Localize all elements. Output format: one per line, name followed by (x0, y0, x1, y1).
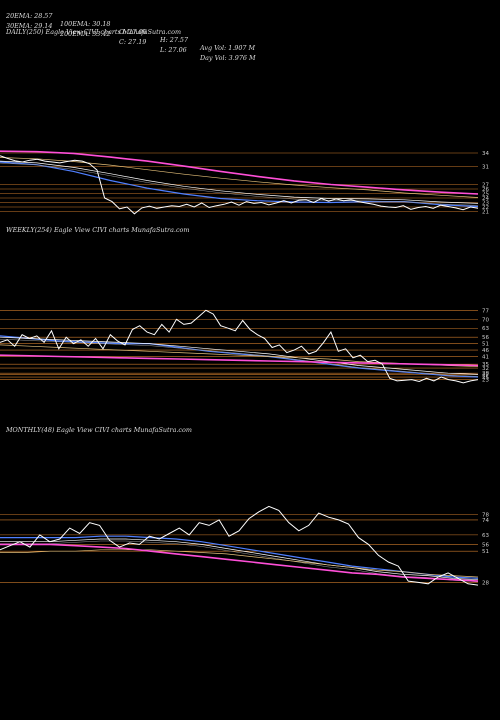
weekly-tick-label: 51 (482, 342, 489, 348)
daily-tick-label: 27 (482, 183, 489, 189)
weekly-ema-band-line (0, 338, 479, 377)
monthly-tick-label: 56 (482, 542, 489, 548)
daily-price-line (0, 155, 479, 215)
monthly-200ema-line (0, 543, 479, 582)
header-row-2: 30EMA: 29.14 200EMA: 33.42 C: 27.19 L: 2… (6, 14, 256, 62)
weekly-tick-label: 23 (482, 378, 489, 384)
monthly-tick-label: 63 (482, 533, 489, 539)
weekly-tick-label: 25 (482, 375, 489, 381)
daily-ema-band-line (0, 162, 479, 206)
monthly-tick-label: 51 (482, 549, 489, 555)
monthly-tick-label: 28 (482, 580, 489, 586)
ema100-readout: 100EMA: 30.18 (60, 20, 111, 28)
weekly-30ema-line (0, 336, 479, 375)
weekly-tick-label: 32 (482, 366, 489, 372)
daily-tick-label: 25 (482, 192, 489, 198)
avg-vol-readout: Avg Vol: 1.907 M (200, 44, 256, 52)
daily-30ema-line (0, 160, 479, 204)
daily-tick-label: 22 (482, 205, 489, 211)
ema20-readout: 20EMA: 28.57 (6, 12, 53, 20)
monthly-chart-title: MONTHLY(48) Eagle View CIVI charts Munaf… (6, 426, 192, 434)
weekly-tick-label: 41 (482, 354, 489, 360)
high-readout: H: 27.57 (160, 36, 189, 44)
daily-tick-label: 24 (482, 196, 489, 202)
weekly-tick-label: 28 (482, 371, 489, 377)
header-row-1: 20EMA: 28.57 100EMA: 30.18 O: 27.06 H: 2… (6, 4, 255, 52)
weekly-price-line (0, 309, 479, 384)
monthly-price-line (0, 505, 479, 586)
weekly-tick-label: 77 (482, 308, 489, 314)
daily-200ema-line (0, 150, 479, 195)
open-readout: O: 27.06 (119, 28, 147, 36)
daily-tick-label: 26 (482, 187, 489, 193)
weekly-tick-label: 46 (482, 348, 489, 354)
monthly-100ema-line (0, 549, 479, 578)
day-vol-readout: Day Vol: 3.976 M (200, 54, 256, 62)
daily-tick-label: 23 (482, 201, 489, 207)
weekly-20ema-line (0, 335, 479, 378)
weekly-200ema-line (0, 354, 479, 367)
low-readout: L: 27.06 (160, 46, 187, 54)
weekly-tick-label: 70 (482, 317, 489, 323)
weekly-tick-label: 35 (482, 362, 489, 368)
ema200-readout: 200EMA: 33.42 (60, 30, 111, 38)
monthly-30ema-line (0, 538, 479, 581)
daily-tick-label: 31 (482, 165, 489, 171)
ema30-readout: 30EMA: 29.14 (6, 22, 53, 30)
weekly-tick-label: 63 (482, 326, 489, 332)
monthly-tick-label: 78 (482, 513, 489, 519)
daily-chart-title: DAILY(250) Eagle View CIVI charts Munafa… (6, 28, 182, 36)
weekly-tick-label: 56 (482, 335, 489, 341)
close-readout: C: 27.19 (119, 38, 147, 46)
monthly-tick-label: 74 (482, 518, 489, 524)
weekly-tick-label: 27 (482, 372, 489, 378)
daily-tick-label: 21 (482, 210, 489, 216)
daily-100ema-line (0, 157, 479, 198)
weekly-chart-title: WEEKLY(254) Eagle View CIVI charts Munaf… (6, 226, 190, 234)
daily-tick-label: 34 (482, 151, 489, 157)
